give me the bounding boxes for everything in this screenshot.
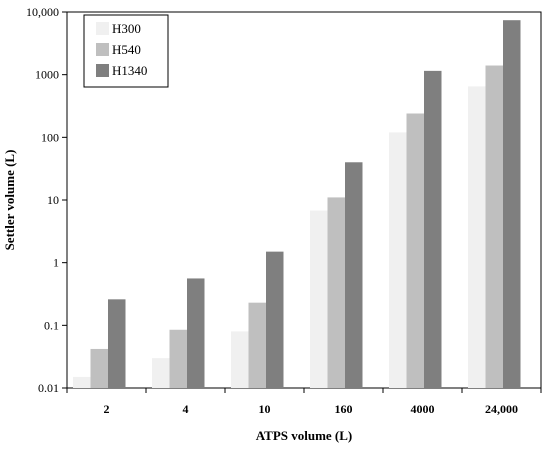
x-axis: 2 4 10 160 4000 24,000: [66, 388, 542, 416]
legend-label-h540: H540: [112, 42, 141, 57]
x-tick-label: 4000: [411, 402, 435, 416]
legend: H300 H540 H1340: [83, 14, 169, 88]
y-tick-label: 0.01: [38, 381, 59, 395]
x-tick-label: 24,000: [485, 402, 518, 416]
x-axis-title: ATPS volume (L): [256, 428, 353, 443]
bar-h300-1: [152, 358, 170, 388]
bar-h1340-1: [187, 278, 205, 388]
x-tick-label: 10: [259, 402, 271, 416]
x-tick-label: 160: [335, 402, 353, 416]
bar-series-group: [73, 20, 521, 389]
bar-h540-0: [90, 348, 108, 388]
x-tick-label: 4: [183, 402, 189, 416]
bar-h1340-3: [345, 162, 363, 388]
bar-h1340-0: [108, 299, 126, 388]
y-axis-title: Settler volume (L): [2, 150, 17, 251]
y-tick-label: 0.1: [44, 318, 59, 332]
y-axis: 0.01 0.1 1 10 100 1000 10,000: [26, 5, 67, 395]
bar-h1340-5: [503, 20, 521, 388]
bar-h300-5: [468, 86, 486, 389]
bar-h300-4: [389, 132, 407, 388]
bar-h300-2: [231, 331, 249, 388]
bar-h300-3: [310, 210, 328, 388]
y-tick-label: 1: [53, 256, 59, 270]
bar-h300-0: [73, 376, 91, 388]
x-tick-label: 2: [104, 402, 110, 416]
y-tick-label: 100: [41, 130, 59, 144]
bar-h540-5: [485, 65, 503, 388]
legend-swatch-h540: [96, 43, 109, 56]
bar-h1340-4: [424, 70, 442, 388]
legend-swatch-h300: [96, 22, 109, 35]
y-tick-label: 10,000: [26, 5, 59, 19]
legend-label-h1340: H1340: [112, 63, 147, 78]
bar-h540-2: [248, 302, 266, 388]
bar-h1340-2: [266, 251, 284, 388]
y-tick-label: 10: [47, 193, 59, 207]
bar-h540-4: [406, 113, 424, 388]
bar-h540-3: [327, 197, 345, 388]
bar-h540-1: [169, 329, 187, 388]
legend-label-h300: H300: [112, 21, 141, 36]
y-tick-label: 1000: [35, 68, 59, 82]
legend-swatch-h1340: [96, 64, 109, 77]
